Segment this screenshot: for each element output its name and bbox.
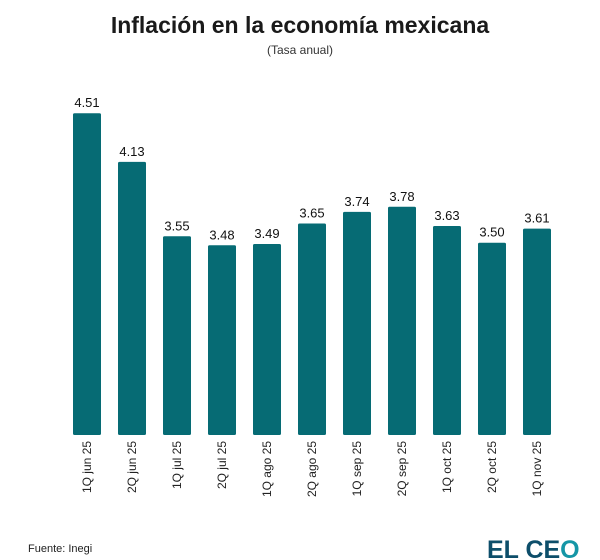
bar — [523, 228, 551, 435]
data-label: 3.63 — [434, 208, 459, 223]
chart-title: Inflación en la economía mexicana — [110, 12, 490, 38]
x-tick-label: 2Q jul 25 — [215, 441, 229, 489]
x-tick-label: 1Q ago 25 — [260, 441, 274, 497]
source-note: Fuente: Inegi — [28, 543, 93, 555]
bar — [253, 243, 281, 435]
data-label: 3.48 — [209, 227, 234, 242]
bar — [388, 206, 416, 435]
x-tick-label: 1Q nov 25 — [530, 441, 544, 497]
bar — [208, 245, 236, 435]
x-tick-label: 1Q jul 25 — [170, 441, 184, 489]
data-label: 3.78 — [389, 189, 414, 204]
x-tick-label: 1Q sep 25 — [350, 441, 364, 497]
bar — [118, 161, 146, 435]
bar — [433, 226, 461, 435]
chart-subtitle: (Tasa anual) — [266, 43, 334, 57]
el-ceo-logo: EL CEO — [487, 536, 580, 560]
data-label: 3.74 — [344, 194, 369, 209]
x-tick-label: 2Q jun 25 — [125, 441, 139, 493]
bar — [298, 223, 326, 435]
data-label: 4.13 — [119, 144, 144, 159]
data-label: 3.65 — [299, 205, 324, 220]
x-tick-label: 2Q sep 25 — [395, 441, 409, 497]
x-tick-label: 1Q oct 25 — [440, 441, 454, 493]
bar — [343, 211, 371, 435]
bar — [163, 236, 191, 435]
data-label: 3.61 — [524, 211, 549, 226]
bar — [73, 113, 101, 435]
x-tick-label: 2Q oct 25 — [485, 441, 499, 493]
data-label: 3.55 — [164, 218, 189, 233]
data-label: 3.50 — [479, 225, 504, 240]
x-tick-label: 2Q ago 25 — [305, 441, 319, 497]
data-label: 3.49 — [254, 226, 279, 241]
data-label: 4.51 — [74, 95, 99, 110]
bar — [478, 242, 506, 435]
x-tick-label: 1Q jun 25 — [80, 441, 94, 493]
